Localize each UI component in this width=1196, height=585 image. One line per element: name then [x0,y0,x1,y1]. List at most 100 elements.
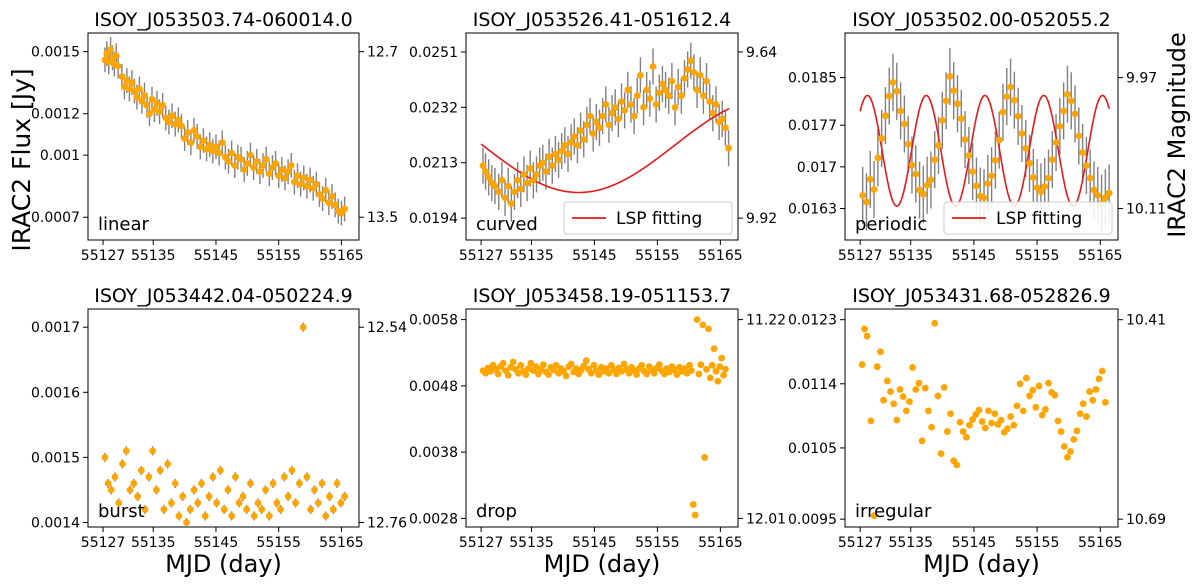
category-label: irregular [855,501,932,522]
x-tick-label: 55127 [838,248,883,264]
x-tick-label: 55135 [131,535,176,551]
data-point [931,319,939,327]
data-point [935,142,942,149]
data-point [545,371,552,378]
data-point [602,101,610,108]
data-point [558,147,566,155]
data-point [265,170,273,178]
x-tick-label: 55145 [952,535,997,551]
data-point [718,354,726,362]
category-label: linear [98,214,150,235]
data-point [107,46,114,53]
data-point [224,486,232,494]
data-point [580,362,588,370]
data-point [275,172,283,180]
data-point [671,103,679,111]
data-point [1045,174,1052,182]
data-point [262,486,269,494]
data-point [613,370,620,378]
data-point [130,480,138,487]
data-point [899,393,907,401]
x-tick-label: 55135 [509,248,554,264]
data-point [969,416,977,423]
data-point [1007,83,1014,91]
data-point [649,63,657,70]
data-point [1016,380,1024,388]
data-point [596,124,603,132]
data-point [889,78,897,86]
magnitude-tick-label: 13.5 [367,210,398,226]
data-point [119,460,126,468]
data-point [328,193,336,200]
data-point [209,473,217,481]
panel-linear: ISOY_J053503.74-060014.0 55127 55135 55145 5… [31,9,398,264]
data-point [272,160,279,167]
data-point [1045,379,1052,387]
data-point [101,453,109,461]
data-point [915,379,923,387]
data-point [867,417,875,425]
data-point [193,133,201,140]
x-tick-label: 55127 [81,248,126,264]
data-point [681,74,688,82]
data-point [240,166,248,174]
data-point [1095,375,1103,383]
data-point [206,141,214,149]
data-point [861,325,868,333]
data-point [863,332,871,340]
data-point [580,136,588,143]
x-tick-label: 55165 [698,535,743,551]
data-point [709,109,717,117]
data-point [183,519,190,526]
data-point [281,174,289,182]
magnitude-tick-label: 10.41 [1126,313,1166,329]
data-point [618,98,625,105]
data-point [583,121,591,129]
data-point [141,91,148,99]
data-point [115,499,123,507]
y-tick-label: 0.0015 [31,450,80,466]
legend-label: LSP fitting [616,209,702,229]
y-tick-label: 0.0213 [409,156,458,172]
data-point [181,135,189,142]
data-point [650,369,658,377]
data-point [923,181,931,189]
axes-frame [465,32,739,241]
data-point [134,493,141,500]
data-point [946,73,954,80]
data-point [278,166,286,174]
category-label: drop [476,501,517,522]
data-point [104,480,112,487]
data-point [1105,189,1113,197]
data-point [306,176,314,184]
data-point [595,371,603,378]
data-point [1101,398,1109,406]
panel-irregular: ISOY_J053431.68-052826.9 55127 55135 55145 5… [788,285,1166,578]
y-tick-label: 0.0015 [31,45,80,61]
data-point [532,363,540,371]
y-tick-label: 0.0007 [31,210,80,226]
data-point [953,461,961,469]
data-point [716,363,724,371]
axes-frame [87,308,360,528]
data-point [1067,97,1075,105]
data-point [708,361,716,369]
data-point [561,141,569,149]
legend-label: LSP fitting [996,209,1082,229]
data-point [589,130,597,137]
data-point [638,361,646,369]
x-tick-label: 55135 [131,248,176,264]
data-point [706,374,714,382]
data-point [201,512,209,520]
data-point [122,447,130,455]
data-point [522,371,530,378]
data-point [491,182,499,190]
data-point [312,180,320,188]
data-point [250,164,258,171]
data-point [876,348,884,356]
data-point [1041,406,1049,413]
data-point [216,466,224,474]
x-tick-label: 55135 [509,535,554,551]
data-point [981,424,989,432]
x-tick-label: 55155 [635,535,680,551]
